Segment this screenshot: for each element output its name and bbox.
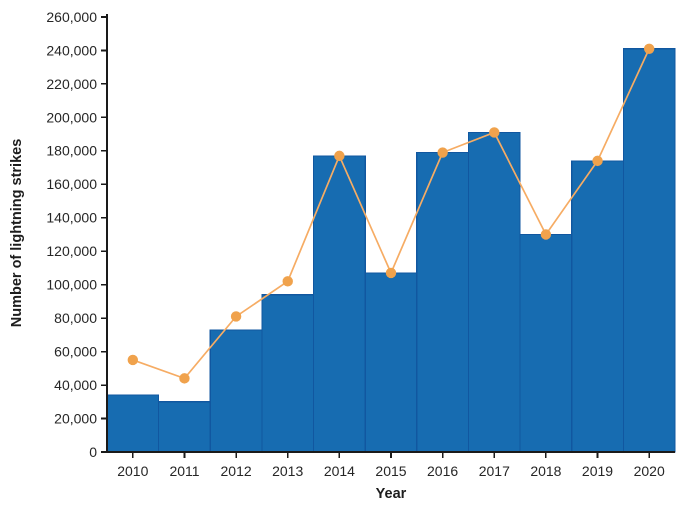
line-point-2018 [540, 229, 552, 240]
x-tick-label-2011: 2011 [169, 463, 199, 479]
bar-2011 [158, 401, 211, 453]
line-point-2012 [230, 311, 242, 322]
y-tick-label: 120,000 [46, 243, 97, 259]
y-tick-label: 160,000 [46, 176, 97, 192]
bar-2016 [416, 151, 470, 453]
line-point-2010 [127, 354, 139, 366]
bar-2019 [571, 160, 624, 453]
bar-2015 [364, 272, 418, 453]
line-point-2014 [334, 150, 345, 162]
bar-2013 [261, 294, 315, 453]
x-tick-label-2012: 2012 [221, 463, 252, 479]
y-tick-label: 140,000 [46, 210, 97, 226]
bar-2010 [106, 394, 160, 453]
y-tick-label: 240,000 [46, 42, 97, 58]
bar-2020 [622, 48, 676, 453]
bar-2012 [209, 329, 263, 453]
x-axis-title: Year [376, 486, 407, 502]
bar-2017 [467, 131, 521, 453]
line-point-2019 [592, 155, 603, 167]
x-tick-label-2016: 2016 [427, 463, 458, 479]
line-point-2020 [643, 43, 655, 54]
axes-layer: 0 20,000 40,000 60,000 80,000 100,000 120,000 1… [46, 9, 675, 479]
y-tick-label: 260,000 [46, 9, 97, 25]
y-tick-label: 220,000 [46, 76, 97, 92]
bar-2018 [519, 233, 573, 453]
x-tick-label-2020: 2020 [634, 463, 665, 479]
line-point-2017 [489, 127, 500, 138]
y-tick-label: 20,000 [54, 410, 97, 426]
bar-2014 [312, 155, 366, 453]
y-axis-title: Number of lightning strikes [9, 139, 25, 328]
y-tick-label: 0 [89, 444, 97, 460]
x-tick-label-2019: 2019 [582, 463, 613, 479]
y-tick-label: 180,000 [46, 143, 97, 159]
y-tick-label: 200,000 [46, 109, 97, 125]
x-tick-label-2015: 2015 [375, 463, 406, 479]
line-series-layer [127, 43, 655, 384]
x-tick-label-2010: 2010 [117, 463, 148, 479]
x-tick-label-2014: 2014 [324, 463, 355, 479]
y-tick-label: 80,000 [54, 310, 97, 326]
y-tick-label: 40,000 [54, 377, 97, 393]
x-tick-label-2013: 2013 [272, 463, 303, 479]
line-point-2011 [179, 373, 190, 384]
line-point-2015 [385, 267, 397, 279]
bars-layer [106, 48, 676, 453]
x-tick-label-2018: 2018 [530, 463, 561, 479]
line-point-2013 [282, 276, 293, 287]
line-point-2016 [437, 147, 448, 158]
y-tick-label: 100,000 [46, 277, 97, 293]
x-tick-label-2017: 2017 [479, 463, 510, 479]
y-tick-label: 60,000 [54, 344, 97, 360]
